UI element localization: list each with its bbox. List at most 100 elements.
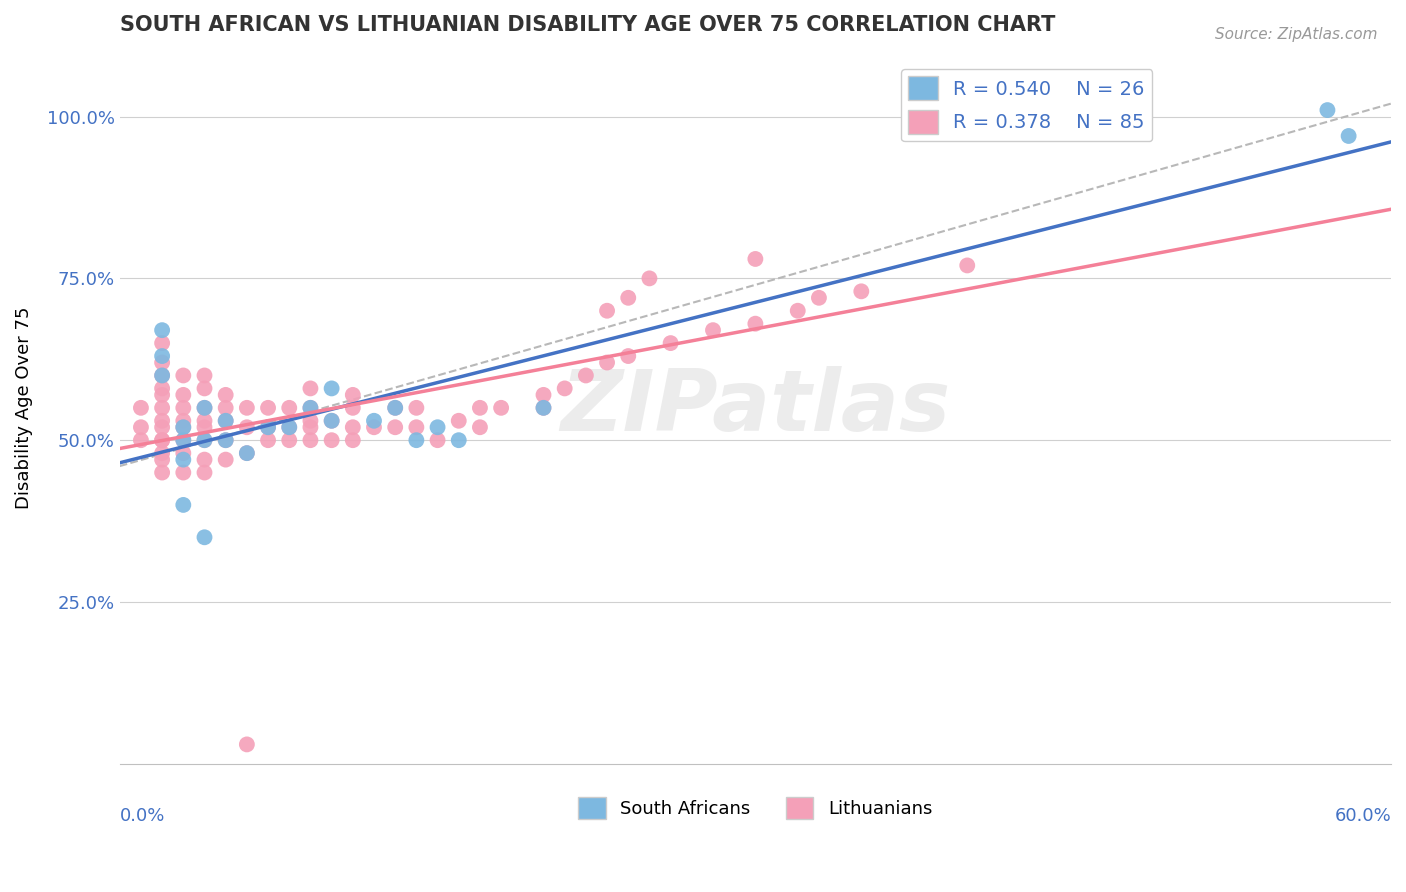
Point xyxy=(193,401,215,415)
Point xyxy=(278,420,301,434)
Point xyxy=(172,388,194,402)
Point xyxy=(468,420,491,434)
Text: 60.0%: 60.0% xyxy=(1334,806,1391,824)
Point xyxy=(554,381,576,395)
Point xyxy=(236,738,259,752)
Point xyxy=(596,355,619,369)
Point xyxy=(172,414,194,428)
Point xyxy=(215,452,238,467)
Point xyxy=(172,420,194,434)
Point xyxy=(342,420,364,434)
Point xyxy=(405,420,427,434)
Text: 0.0%: 0.0% xyxy=(120,806,165,824)
Point xyxy=(129,401,152,415)
Point xyxy=(702,323,724,337)
Point xyxy=(215,388,238,402)
Point xyxy=(150,368,173,383)
Point xyxy=(426,433,449,447)
Point xyxy=(257,420,280,434)
Point xyxy=(659,336,682,351)
Point xyxy=(215,433,238,447)
Text: SOUTH AFRICAN VS LITHUANIAN DISABILITY AGE OVER 75 CORRELATION CHART: SOUTH AFRICAN VS LITHUANIAN DISABILITY A… xyxy=(120,15,1054,35)
Point xyxy=(193,414,215,428)
Point xyxy=(236,446,259,460)
Point xyxy=(193,401,215,415)
Text: ZIPatlas: ZIPatlas xyxy=(560,367,950,450)
Point xyxy=(956,259,979,273)
Point xyxy=(447,433,470,447)
Point xyxy=(257,401,280,415)
Point xyxy=(533,401,555,415)
Point xyxy=(851,285,873,299)
Point xyxy=(342,433,364,447)
Point xyxy=(129,420,152,434)
Point xyxy=(150,452,173,467)
Point xyxy=(215,433,238,447)
Point xyxy=(468,401,491,415)
Point xyxy=(215,414,238,428)
Point xyxy=(172,452,194,467)
Point xyxy=(193,381,215,395)
Point xyxy=(236,420,259,434)
Point xyxy=(299,401,322,415)
Point xyxy=(363,414,385,428)
Point xyxy=(150,381,173,395)
Point xyxy=(236,446,259,460)
Point xyxy=(384,401,406,415)
Point xyxy=(384,420,406,434)
Point xyxy=(426,420,449,434)
Point xyxy=(807,291,830,305)
Point xyxy=(278,401,301,415)
Point xyxy=(150,420,173,434)
Point xyxy=(363,420,385,434)
Point xyxy=(193,452,215,467)
Point xyxy=(193,433,215,447)
Point xyxy=(575,368,598,383)
Point xyxy=(638,271,661,285)
Point xyxy=(172,401,194,415)
Point xyxy=(172,368,194,383)
Point xyxy=(299,420,322,434)
Point xyxy=(150,368,173,383)
Point xyxy=(150,401,173,415)
Point xyxy=(172,420,194,434)
Legend: South Africans, Lithuanians: South Africans, Lithuanians xyxy=(571,789,939,826)
Point xyxy=(744,252,766,266)
Point xyxy=(257,433,280,447)
Point xyxy=(321,433,343,447)
Point xyxy=(150,388,173,402)
Point xyxy=(299,401,322,415)
Point xyxy=(215,401,238,415)
Point xyxy=(405,401,427,415)
Point xyxy=(321,414,343,428)
Point xyxy=(617,349,640,363)
Point xyxy=(257,420,280,434)
Text: Source: ZipAtlas.com: Source: ZipAtlas.com xyxy=(1215,27,1378,42)
Point xyxy=(150,433,173,447)
Point xyxy=(193,433,215,447)
Point xyxy=(129,433,152,447)
Point xyxy=(193,420,215,434)
Point xyxy=(342,388,364,402)
Point xyxy=(150,336,173,351)
Point xyxy=(321,414,343,428)
Point xyxy=(533,401,555,415)
Point xyxy=(744,317,766,331)
Point xyxy=(150,323,173,337)
Point xyxy=(193,466,215,480)
Point xyxy=(172,446,194,460)
Point xyxy=(172,433,194,447)
Point xyxy=(236,401,259,415)
Point xyxy=(384,401,406,415)
Point xyxy=(172,466,194,480)
Point xyxy=(596,303,619,318)
Y-axis label: Disability Age Over 75: Disability Age Over 75 xyxy=(15,307,32,509)
Point xyxy=(405,433,427,447)
Point xyxy=(172,433,194,447)
Point xyxy=(299,414,322,428)
Point xyxy=(786,303,808,318)
Point xyxy=(342,401,364,415)
Point xyxy=(299,381,322,395)
Point xyxy=(447,414,470,428)
Point xyxy=(278,420,301,434)
